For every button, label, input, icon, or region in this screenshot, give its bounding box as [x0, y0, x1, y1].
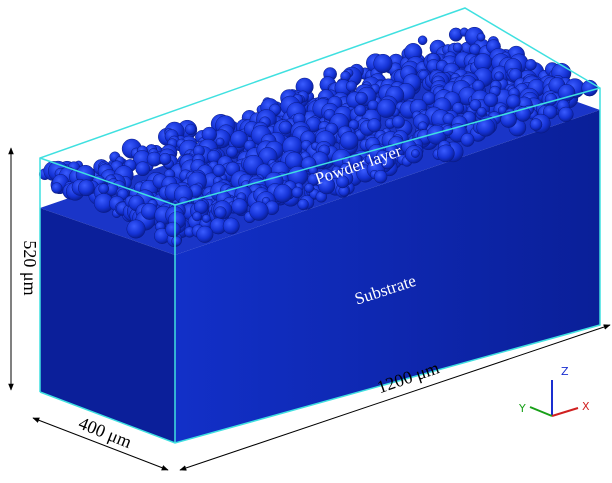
powder-particle [418, 36, 427, 45]
powder-particle [232, 199, 248, 215]
powder-particle [525, 59, 536, 70]
powder-particle [374, 170, 387, 183]
powder-particle [340, 132, 358, 150]
y-label: Y [518, 402, 526, 415]
powder-particle [495, 72, 504, 81]
powder-particle [346, 81, 357, 92]
powder-particle [216, 138, 224, 146]
powder-particle [355, 92, 367, 104]
powder-particle [477, 33, 485, 41]
powder-particle [250, 202, 269, 221]
height-label: 520 μm [20, 240, 40, 295]
powder-particle [355, 105, 367, 117]
powder-particle [477, 107, 486, 116]
powder-particle [147, 152, 161, 166]
powder-particle [374, 54, 393, 73]
powder-particle [274, 184, 292, 202]
powder-particle [185, 124, 196, 135]
powder-particle [202, 214, 210, 222]
powder-particle [292, 187, 303, 198]
powder-particle [99, 184, 109, 194]
powder-particle [411, 149, 419, 157]
powder-particle [559, 107, 574, 122]
powder-particle [392, 116, 405, 129]
powder-particle [298, 199, 309, 210]
powder-particle [545, 93, 557, 105]
powder-particle [279, 121, 292, 134]
y-axis [530, 407, 552, 416]
powder-particle [215, 207, 227, 219]
powder-particle [197, 226, 214, 243]
powder-particle [136, 162, 150, 176]
powder-particle [223, 218, 239, 234]
diagram: Powder layer Substrate 520 μm 1200 μm 40… [0, 0, 612, 483]
powder-particle [192, 212, 201, 221]
x-axis [552, 408, 578, 416]
x-label: X [582, 400, 590, 413]
powder-particle [305, 183, 314, 192]
powder-particle [226, 146, 237, 157]
powder-particle [213, 164, 225, 176]
powder-particle [127, 220, 145, 238]
powder-particle [453, 43, 462, 52]
powder-particle [530, 119, 542, 131]
powder-particle [51, 183, 62, 194]
powder-particle [437, 145, 454, 162]
axis-triad: Z Y X [518, 365, 590, 416]
powder-particle [368, 119, 382, 133]
powder-particle [160, 153, 172, 165]
powder-particle [166, 222, 181, 237]
powder-particle [377, 99, 396, 118]
powder-particle [78, 180, 94, 196]
powder-particle [461, 133, 474, 146]
z-label: Z [561, 365, 569, 378]
powder-particle [172, 236, 182, 246]
